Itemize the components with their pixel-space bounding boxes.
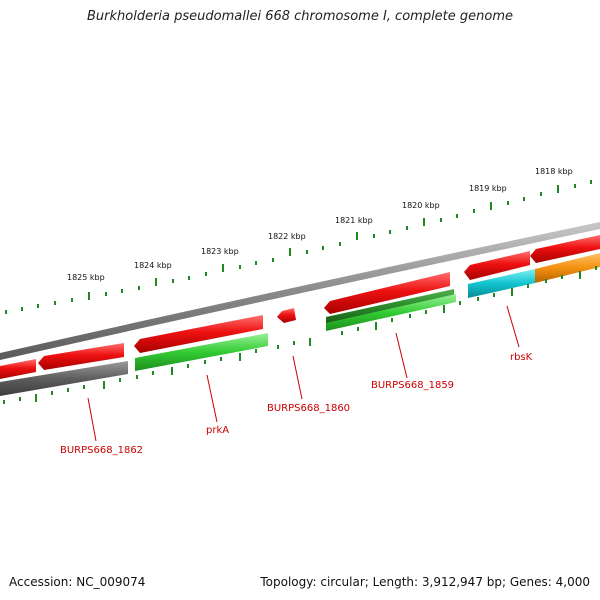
gene-forward-a[interactable] [0,359,36,379]
gene-reverse-grey[interactable] [0,361,128,396]
tick-label-1819: 1819 kbp [469,184,507,193]
tick-label-1823: 1823 kbp [201,247,239,256]
outer-tick-ring: 1818 kbp 1819 kbp 1820 kbp 1821 kbp 1822… [5,167,592,314]
tick-1824kbp: 1824 kbp [134,261,172,286]
reverse-strand [0,253,600,396]
gene-label-prka[interactable]: prkA [206,425,229,436]
gene-reverse-green[interactable] [326,294,456,331]
gene-reverse-dark-green[interactable] [326,289,454,324]
tick-label-1824: 1824 kbp [134,261,172,270]
gene-forward-d[interactable] [277,308,296,323]
map-title: Burkholderia pseudomallei 668 chromosome… [86,9,514,24]
tick-label-1820: 1820 kbp [402,201,440,210]
tick-label-1825: 1825 kbp [67,273,105,282]
tick-1818kbp: 1818 kbp [535,167,573,193]
inner-tick-ring [3,266,597,404]
gene-label-burps668-1860[interactable]: BURPS668_1860 [267,403,350,414]
gene-label-burps668-1862[interactable]: BURPS668_1862 [60,445,143,456]
gene-labels: rbsK BURPS668_1859 BURPS668_1860 prkA BU… [60,305,533,456]
tick-1822kbp: 1822 kbp [268,232,306,256]
tick-1819kbp: 1819 kbp [469,184,507,210]
gene-forward-b[interactable] [38,343,124,370]
genome-stats-text: Topology: circular; Length: 3,912,947 bp… [260,575,590,589]
gene-reverse-orange[interactable] [535,253,600,283]
tick-1821kbp: 1821 kbp [335,216,373,240]
forward-strand [0,235,600,379]
gene-forward-g[interactable] [530,235,600,263]
outer-minor-ticks [5,180,592,314]
gene-reverse-rbsk[interactable] [468,269,535,298]
gene-forward-c[interactable] [134,315,263,353]
tick-1823kbp: 1823 kbp [201,247,239,272]
gene-label-rbsk[interactable]: rbsK [510,352,533,363]
tick-label-1818: 1818 kbp [535,167,573,176]
genome-backbone [0,222,600,360]
gene-reverse-prka[interactable] [135,333,268,371]
gene-forward-e[interactable] [324,272,450,314]
tick-1820kbp: 1820 kbp [402,201,440,226]
tick-1825kbp: 1825 kbp [67,273,105,300]
tick-label-1822: 1822 kbp [268,232,306,241]
tick-label-1821: 1821 kbp [335,216,373,225]
gene-label-burps668-1859[interactable]: BURPS668_1859 [371,380,454,391]
gene-forward-f[interactable] [464,251,530,280]
accession-text: Accession: NC_009074 [9,575,146,589]
